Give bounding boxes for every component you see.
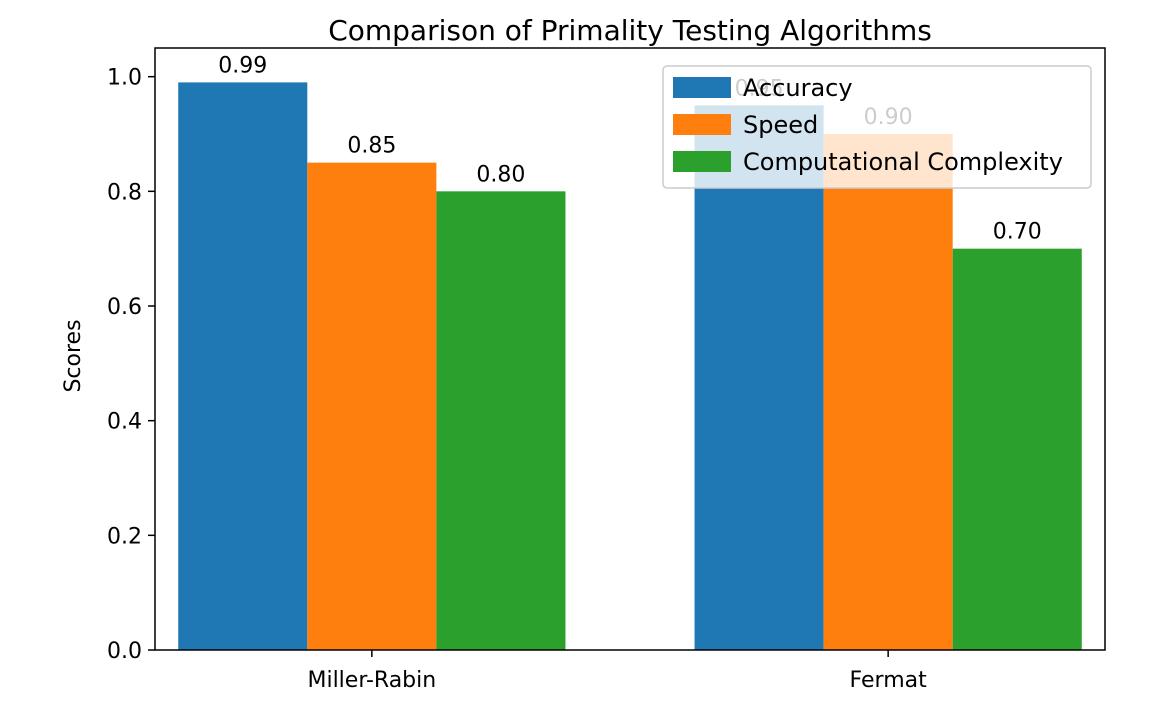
- y-tick-label: 0.0: [107, 639, 142, 664]
- y-tick-label: 1.0: [107, 66, 142, 91]
- plot-frame: [154, 47, 1106, 651]
- y-tick-label: 0.4: [107, 410, 142, 435]
- y-tick-label: 0.2: [107, 524, 142, 549]
- bar-speed-miller-rabin: [307, 162, 437, 650]
- value-label: 0.85: [347, 134, 396, 159]
- bar-accuracy-miller-rabin: [178, 82, 308, 650]
- legend-entry: Computational Complexity: [743, 148, 1063, 176]
- value-label: 0.80: [476, 162, 525, 187]
- legend-swatch: [673, 77, 731, 98]
- y-axis-label: Scores: [61, 319, 86, 392]
- legend: Accuracy Speed Computational Complexity: [662, 65, 1092, 189]
- legend-swatch: [673, 114, 731, 135]
- chart-title: Comparison of Primality Testing Algorith…: [328, 14, 932, 47]
- y-tick-label: 0.8: [107, 180, 142, 205]
- legend-entry: Accuracy: [743, 74, 853, 102]
- value-label: 0.70: [993, 220, 1042, 245]
- y-axis: 0.0 0.2 0.4 0.6 0.8 1.0: [107, 66, 155, 664]
- y-tick-label: 0.6: [107, 295, 142, 320]
- x-tick-label: Miller-Rabin: [307, 668, 436, 693]
- bar-computational-complexity-fermat: [952, 248, 1082, 650]
- bars-group: [178, 82, 1082, 651]
- value-label: 0.99: [218, 53, 267, 78]
- legend-entry: Speed: [743, 111, 818, 139]
- x-axis: Miller-Rabin Fermat: [307, 650, 927, 693]
- bar-accuracy-fermat: [694, 105, 824, 651]
- x-tick-label: Fermat: [850, 668, 928, 693]
- bar-computational-complexity-miller-rabin: [436, 191, 566, 651]
- legend-box: [662, 65, 1092, 189]
- bar-speed-fermat: [823, 134, 953, 650]
- legend-swatch: [673, 151, 731, 172]
